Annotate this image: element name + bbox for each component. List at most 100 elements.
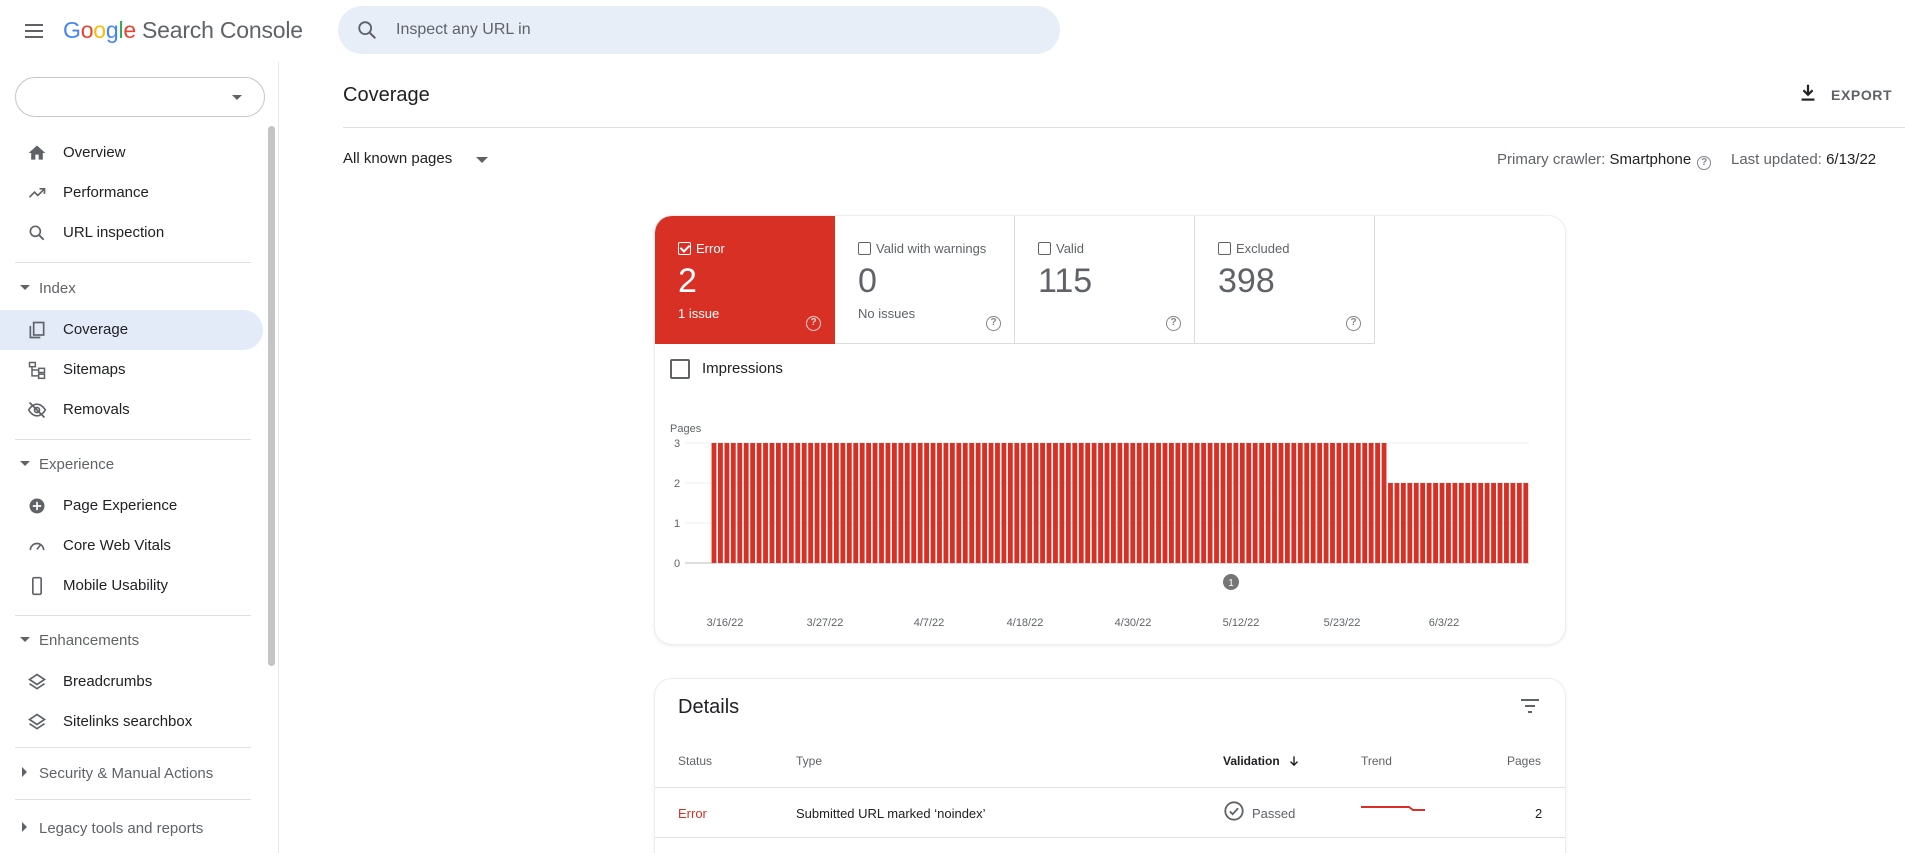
chart-bar (846, 443, 852, 563)
y-axis-label: Pages (670, 423, 702, 435)
chart-bar (1272, 443, 1277, 563)
impressions-label: Impressions (702, 360, 783, 377)
section-label: Enhancements (39, 632, 140, 649)
tile-error[interactable]: Error 2 1 issue ? (655, 216, 835, 344)
chart-bar (1143, 443, 1149, 563)
column-header-pages[interactable]: Pages (1507, 754, 1542, 768)
chart-bar (1381, 443, 1387, 563)
x-tick-label: 5/23/22 (1324, 617, 1361, 629)
sidebar-item-label: Sitelinks searchbox (63, 713, 193, 730)
filter-icon[interactable] (1518, 694, 1542, 718)
chart-bar (1265, 443, 1271, 563)
sidebar-item-removals[interactable]: Removals (0, 390, 263, 430)
chart-bar (1053, 443, 1058, 563)
column-header-type[interactable]: Type (796, 754, 823, 768)
sidebar-item-coverage[interactable]: Coverage (0, 310, 263, 350)
tile-excluded[interactable]: Excluded 398 ? (1195, 216, 1375, 344)
eye-off-icon (27, 401, 47, 419)
property-selector[interactable] (15, 77, 265, 117)
layers-icon (27, 673, 47, 690)
chart-bar (833, 443, 839, 563)
sidebar-item-mobile-usability[interactable]: Mobile Usability (0, 566, 263, 606)
column-header-trend[interactable]: Trend (1361, 754, 1392, 768)
help-icon[interactable]: ? (1346, 316, 1361, 331)
sidebar-item-url-inspection[interactable]: URL inspection (0, 213, 263, 253)
table-header-divider (655, 787, 1565, 788)
chevron-right-icon (22, 767, 27, 777)
chart-bar (1091, 443, 1097, 563)
chart-bar (943, 443, 949, 563)
chart-bar (775, 443, 781, 563)
tile-name: Excluded (1236, 241, 1290, 256)
chart-bar (1504, 483, 1509, 563)
chart-bar (1130, 443, 1136, 563)
sidebar-item-core-web-vitals[interactable]: Core Web Vitals (0, 526, 263, 566)
pages-filter-dropdown[interactable]: All known pages (343, 150, 488, 174)
chart-bar (743, 443, 749, 563)
chart-bar (763, 443, 768, 563)
chart-bar (1342, 443, 1348, 563)
tile-valid[interactable]: Valid 115 ? (1015, 216, 1195, 344)
section-security-manual-actions[interactable]: Security & Manual Actions (0, 755, 263, 791)
help-icon[interactable]: ? (986, 316, 1001, 331)
sidebar-item-sitemaps[interactable]: Sitemaps (0, 350, 263, 390)
sidebar-item-label: Page Experience (63, 497, 178, 514)
chart-bar (827, 443, 833, 563)
sidebar-item-performance[interactable]: Performance (0, 173, 263, 213)
chart-bar (1136, 443, 1142, 563)
tile-checkbox[interactable] (1218, 242, 1231, 255)
x-tick-label: 4/18/22 (1007, 617, 1044, 629)
column-header-validation[interactable]: Validation (1223, 754, 1301, 768)
chart-bar (1439, 483, 1445, 563)
chart-bar (1169, 443, 1174, 563)
search-console-logo[interactable]: Google Search Console (63, 17, 303, 44)
arrow-down-icon (1290, 756, 1299, 767)
column-header-status[interactable]: Status (678, 754, 713, 768)
chart-bar (1458, 483, 1464, 563)
tile-checkbox[interactable] (858, 242, 871, 255)
menu-icon[interactable] (22, 19, 46, 43)
chart-bar (788, 443, 794, 563)
chart-bar (840, 443, 846, 563)
chart-bar (1233, 443, 1239, 563)
section-enhancements[interactable]: Enhancements (0, 622, 263, 658)
annotation-label: 1 (1228, 578, 1234, 589)
chart-bar (1484, 483, 1490, 563)
divider (15, 799, 251, 800)
y-tick-label: 2 (674, 478, 680, 490)
url-inspection-search[interactable] (338, 6, 1060, 54)
updated-label: Last updated: (1731, 151, 1822, 168)
tile-valid-with-warnings[interactable]: Valid with warnings 0 No issues ? (835, 216, 1015, 344)
chart-bar (982, 443, 988, 563)
chart-bar (1226, 443, 1232, 563)
impressions-checkbox[interactable] (670, 359, 690, 379)
chart-bar (1452, 483, 1458, 563)
chart-bar (1046, 443, 1052, 563)
sidebar-item-sitelinks-searchbox[interactable]: Sitelinks searchbox (0, 702, 263, 742)
sidebar-item-label: Coverage (63, 321, 129, 338)
chart-bar (795, 443, 801, 563)
chart-bar (724, 443, 730, 563)
chart-bar (737, 443, 743, 563)
chart-bar (866, 443, 872, 563)
sidebar-item-overview[interactable]: Overview (0, 133, 263, 173)
chart-bar (1098, 443, 1103, 563)
sidebar-scrollbar[interactable] (268, 126, 275, 666)
coverage-summary-card: Error 2 1 issue ? Valid with warnings 0 … (654, 215, 1566, 645)
table-row[interactable]: Error Submitted URL marked ‘noindex’ Pas… (655, 788, 1565, 838)
section-legacy-tools[interactable]: Legacy tools and reports (0, 810, 263, 846)
url-inspection-input[interactable] (396, 18, 996, 42)
chart-bar (1246, 443, 1252, 563)
sidebar-item-page-experience[interactable]: Page Experience (0, 486, 263, 526)
help-icon[interactable]: ? (1166, 316, 1181, 331)
help-icon[interactable]: ? (1697, 156, 1712, 170)
tile-checkbox[interactable] (1038, 242, 1051, 255)
chart-bar (1297, 443, 1303, 563)
tile-checkbox[interactable] (678, 242, 691, 255)
section-experience[interactable]: Experience (0, 446, 263, 482)
tile-count: 0 (858, 262, 877, 300)
help-icon[interactable]: ? (806, 316, 821, 331)
tile-count: 2 (678, 262, 697, 300)
sidebar-item-breadcrumbs[interactable]: Breadcrumbs (0, 662, 263, 702)
section-index[interactable]: Index (0, 270, 263, 306)
